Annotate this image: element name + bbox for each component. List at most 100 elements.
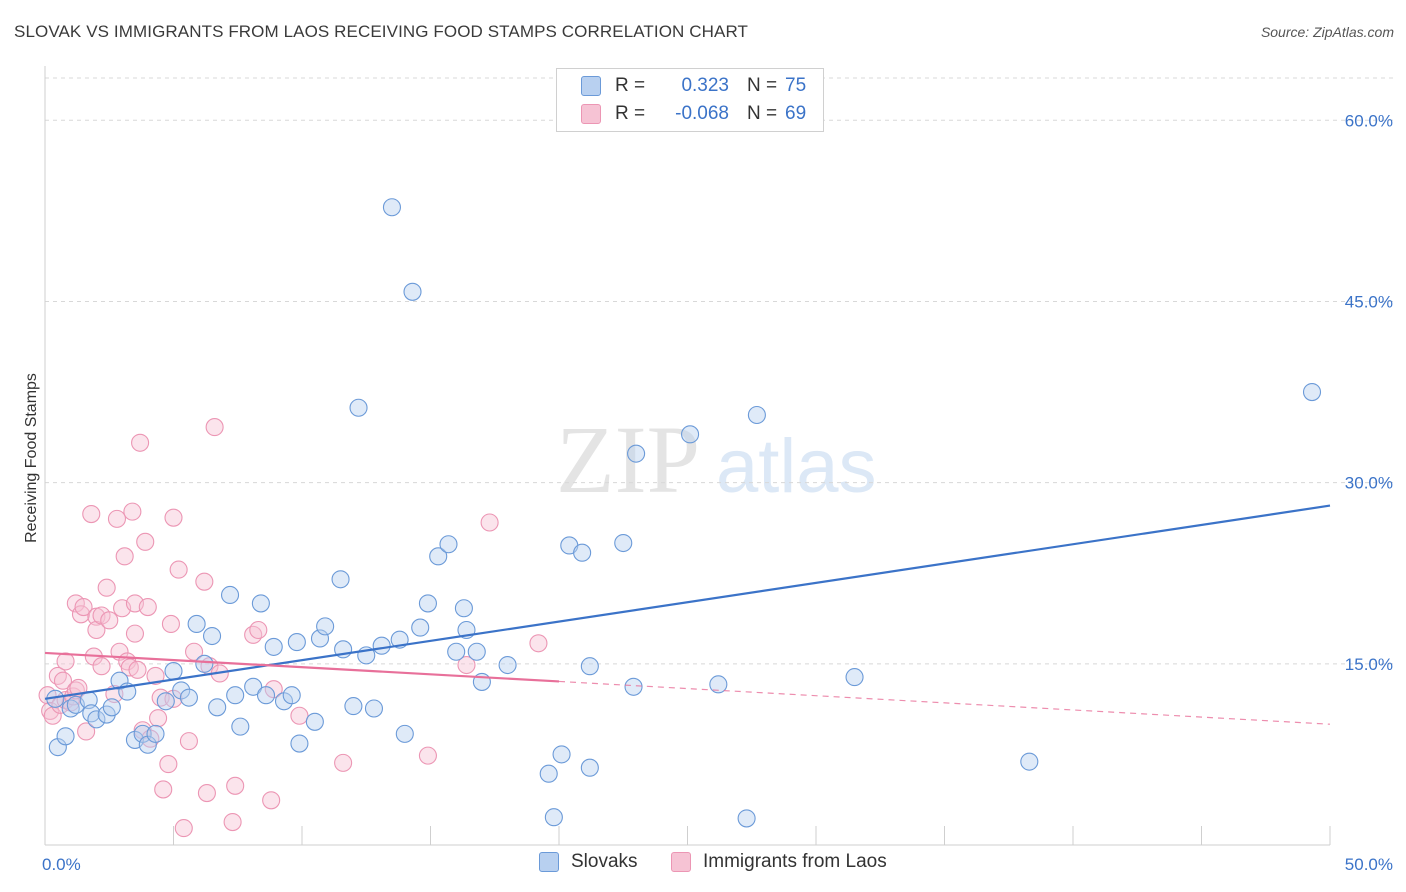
point-slovaks [244, 677, 263, 696]
point-laos [128, 660, 147, 679]
point-slovaks [56, 727, 75, 746]
legend-n-label: N = [747, 103, 778, 124]
legend-swatch-laos [671, 852, 691, 872]
point-slovaks [1020, 752, 1039, 771]
point-slovaks [1302, 382, 1322, 402]
y-tick-label: 45.0% [1345, 292, 1393, 311]
point-slovaks [231, 717, 250, 736]
point-slovaks [331, 570, 350, 589]
point-slovaks [372, 636, 391, 655]
point-laos [97, 578, 116, 597]
legend-r-label: R = [615, 75, 646, 96]
watermark-zip: ZIP [556, 406, 700, 513]
point-laos [87, 620, 106, 640]
point-slovaks [845, 668, 864, 687]
point-slovaks [164, 662, 183, 681]
point-laos [161, 614, 180, 634]
point-slovaks [133, 724, 152, 743]
point-slovaks [316, 617, 335, 636]
y-tick-labels: 15.0% 30.0% 45.0% 60.0% [1345, 111, 1393, 674]
y-tick-label: 15.0% [1345, 655, 1393, 674]
point-laos [146, 666, 165, 685]
point-slovaks [382, 198, 402, 217]
point-slovaks [195, 654, 214, 673]
source-label: Source: ZipAtlas.com [1260, 24, 1394, 40]
x-tick-label: 0.0% [42, 855, 81, 874]
point-slovaks [179, 688, 198, 707]
point-laos [48, 666, 67, 685]
legend-r-label: R = [615, 103, 646, 124]
legend-item-laos: Immigrants from Laos [671, 851, 887, 873]
point-slovaks [624, 677, 643, 696]
point-slovaks [418, 594, 437, 613]
point-slovaks [552, 745, 571, 764]
point-slovaks [349, 398, 368, 417]
point-laos [290, 706, 309, 725]
point-slovaks [208, 698, 227, 717]
legend-n-value: 75 [785, 75, 807, 96]
legend-swatch-slovaks [539, 852, 559, 872]
y-tick-label: 60.0% [1345, 111, 1393, 130]
point-laos [205, 418, 224, 437]
point-laos [71, 605, 91, 624]
point-laos [195, 572, 214, 591]
point-slovaks [429, 547, 448, 566]
point-laos [100, 611, 119, 630]
legend-swatch-laos [581, 104, 601, 124]
point-slovaks [544, 808, 563, 827]
x-tick-labels: 0.0% 50.0% [42, 855, 1393, 874]
point-slovaks [403, 282, 422, 301]
point-slovaks [203, 626, 222, 646]
point-laos [179, 732, 198, 751]
correlation-legend: R = 0.323 N = 75 R = -0.068 N = 69 [556, 68, 824, 132]
point-laos [41, 701, 60, 720]
trendline-slovaks [44, 504, 1331, 700]
point-laos [92, 657, 111, 676]
point-laos [334, 753, 353, 772]
legend-r-value: -0.068 [675, 103, 729, 124]
point-laos [53, 671, 73, 690]
legend-label-laos: Immigrants from Laos [703, 851, 887, 872]
point-laos [115, 547, 134, 566]
y-axis-title: Receiving Food Stamps [23, 373, 40, 543]
point-laos [74, 597, 93, 617]
point-laos [159, 755, 178, 774]
point-slovaks [539, 764, 558, 783]
axes [44, 66, 1331, 846]
legend-row-laos: R = -0.068 N = 69 [581, 101, 806, 127]
series-legend: Slovaks Immigrants from Laos [0, 851, 1406, 877]
point-slovaks [146, 724, 165, 743]
point-laos [149, 709, 168, 728]
point-slovaks [264, 637, 283, 656]
legend-swatch-slovaks [581, 76, 601, 96]
trendlines [44, 504, 1331, 725]
point-laos [244, 625, 263, 644]
point-laos [174, 819, 193, 838]
point-laos [223, 813, 242, 832]
point-slovaks [573, 543, 592, 562]
point-slovaks [82, 704, 101, 723]
gridlines [45, 77, 1395, 665]
point-slovaks [364, 699, 384, 718]
point-laos [249, 620, 268, 640]
series-laos-points [38, 418, 548, 838]
point-slovaks [737, 809, 756, 828]
point-laos [480, 513, 499, 532]
point-laos [123, 502, 142, 521]
point-slovaks [681, 425, 700, 444]
point-laos [457, 655, 476, 675]
point-slovaks [172, 681, 191, 700]
point-slovaks [287, 633, 306, 652]
point-slovaks [447, 642, 466, 661]
legend-item-slovaks: Slovaks [539, 851, 638, 873]
point-slovaks [498, 655, 517, 675]
chart-title: SLOVAK VS IMMIGRANTS FROM LAOS RECEIVING… [14, 22, 749, 41]
watermark: ZIP atlas [556, 406, 877, 513]
point-laos [125, 624, 144, 643]
point-slovaks [614, 533, 633, 553]
point-laos [77, 722, 96, 741]
trendline-laos [44, 651, 560, 683]
legend-n-label: N = [747, 75, 778, 96]
point-laos [82, 504, 101, 524]
